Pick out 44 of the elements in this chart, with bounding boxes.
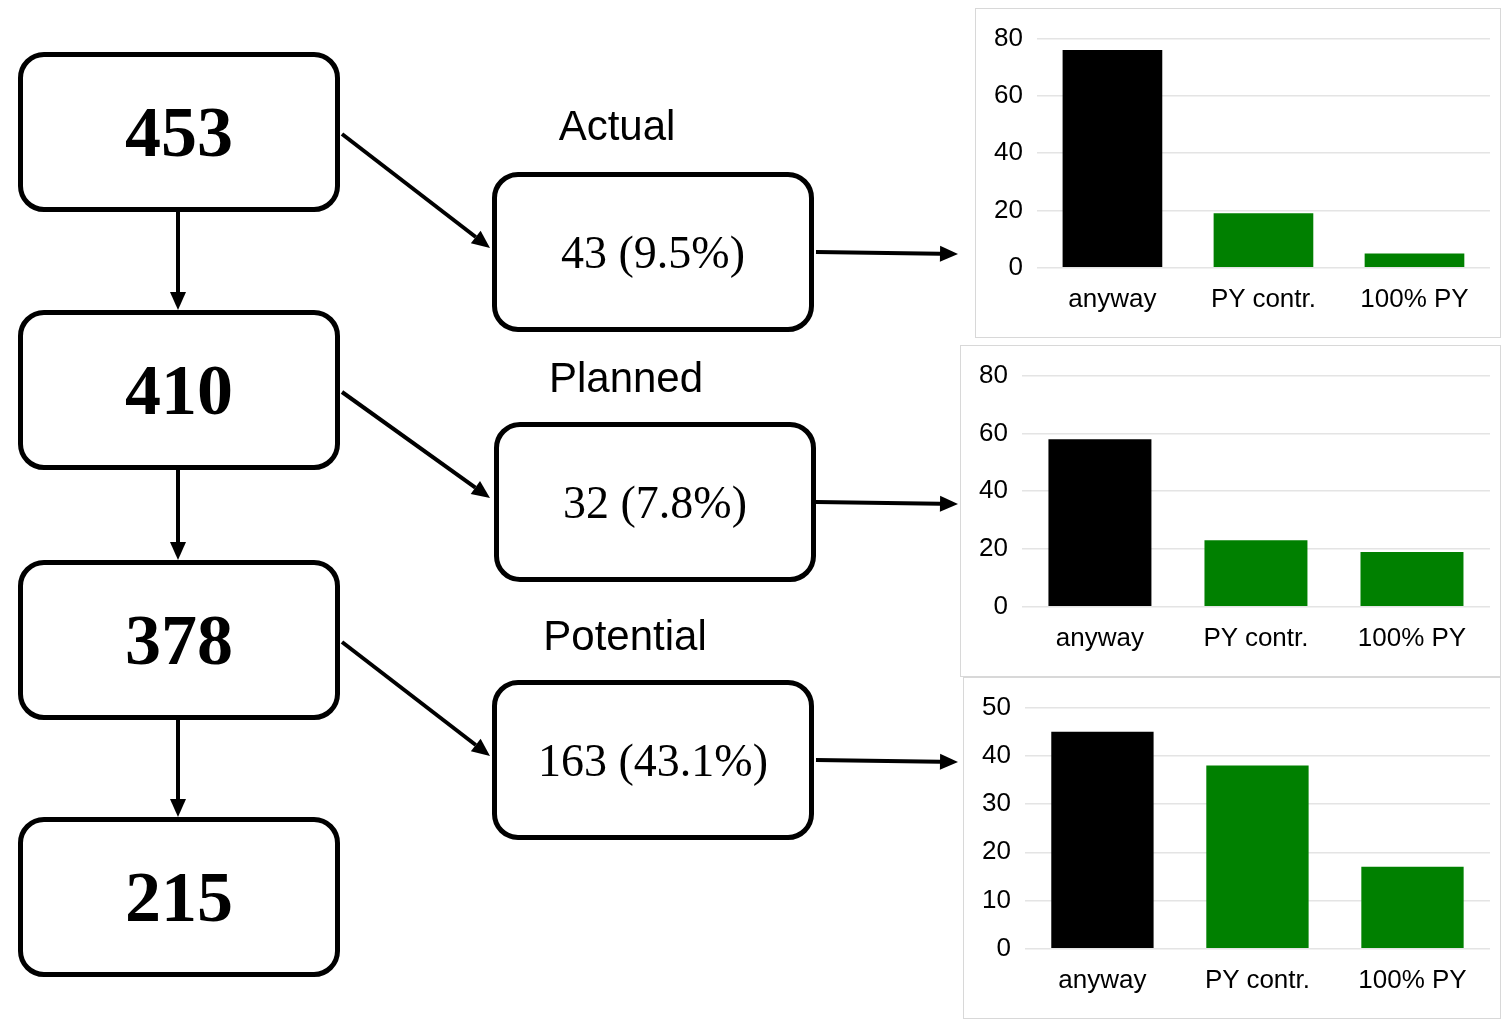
y-tick-label: 40 bbox=[979, 474, 1008, 505]
y-tick-label: 10 bbox=[982, 883, 1011, 914]
bar bbox=[1204, 540, 1308, 607]
text: 410 bbox=[125, 348, 233, 432]
y-tick-label: 60 bbox=[979, 416, 1008, 447]
y-tick-label: 50 bbox=[982, 690, 1011, 721]
bar bbox=[1206, 765, 1309, 949]
bar bbox=[1213, 213, 1314, 268]
x-tick-label: 100% PY bbox=[1360, 282, 1469, 313]
bar bbox=[1062, 50, 1163, 268]
x-tick-label: PY contr. bbox=[1203, 621, 1309, 652]
y-tick-label: 40 bbox=[994, 136, 1023, 167]
bar bbox=[1051, 731, 1154, 949]
bar bbox=[1048, 439, 1152, 607]
y-tick-label: 20 bbox=[982, 835, 1011, 866]
text: 163 (43.1%) bbox=[538, 733, 768, 787]
x-tick-label: PY contr. bbox=[1210, 282, 1316, 313]
y-tick-label: 20 bbox=[994, 193, 1023, 224]
y-tick-label: 80 bbox=[979, 358, 1008, 389]
x-tick-label: 100% PY bbox=[1358, 963, 1467, 994]
x-tick-label: anyway bbox=[1068, 282, 1157, 313]
text: Potential bbox=[542, 612, 708, 660]
text: 32 (7.8%) bbox=[563, 475, 747, 529]
x-tick-label: PY contr. bbox=[1204, 963, 1310, 994]
y-tick-label: 60 bbox=[994, 79, 1023, 110]
bar bbox=[1360, 551, 1464, 607]
text: Actual bbox=[557, 102, 677, 150]
text: 215 bbox=[125, 855, 233, 939]
x-tick-label: 100% PY bbox=[1357, 621, 1467, 652]
y-tick-label: 20 bbox=[979, 532, 1008, 563]
bar bbox=[1361, 866, 1464, 949]
text: 378 bbox=[125, 598, 233, 682]
x-tick-label: anyway bbox=[1058, 963, 1147, 994]
y-tick-label: 0 bbox=[1008, 250, 1023, 281]
text: 453 bbox=[125, 90, 233, 174]
text: Planned bbox=[547, 354, 705, 402]
y-tick-label: 80 bbox=[994, 21, 1023, 52]
x-tick-label: anyway bbox=[1055, 621, 1145, 652]
text: 43 (9.5%) bbox=[561, 225, 745, 279]
y-tick-label: 0 bbox=[993, 589, 1008, 620]
y-tick-label: 0 bbox=[996, 931, 1011, 962]
y-tick-label: 40 bbox=[982, 739, 1011, 770]
bar bbox=[1364, 253, 1465, 268]
y-tick-label: 30 bbox=[982, 787, 1011, 818]
